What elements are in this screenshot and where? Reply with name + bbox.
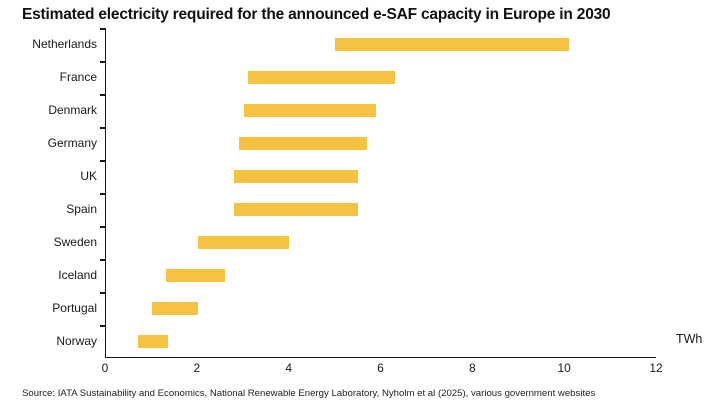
y-axis-tick — [100, 61, 106, 63]
y-axis-tick — [100, 160, 106, 162]
y-axis-tick — [100, 193, 106, 195]
plot-area — [100, 28, 656, 358]
range-bar-denmark — [243, 104, 377, 117]
category-label-france: France — [59, 70, 97, 84]
bar-row — [106, 94, 656, 127]
range-bar-norway — [138, 335, 168, 348]
x-axis-labels: 0 2 4 6 8 10 12 — [101, 361, 663, 379]
category-label-portugal: Portugal — [52, 301, 97, 315]
bar-row — [106, 61, 656, 94]
bar-row — [106, 160, 656, 193]
bar-row — [106, 292, 656, 325]
y-axis-tick — [100, 127, 106, 129]
category-label-norway: Norway — [56, 334, 97, 348]
bar-row — [106, 127, 656, 160]
bar-row — [106, 325, 656, 358]
range-bar-iceland — [165, 269, 226, 282]
range-bar-france — [248, 71, 395, 84]
y-axis-tick — [100, 259, 106, 261]
category-label-iceland: Iceland — [58, 268, 97, 282]
range-bar-uk — [234, 170, 359, 183]
chart-title: Estimated electricity required for the a… — [22, 6, 611, 23]
range-bar-germany — [238, 137, 368, 150]
x-tick-label-8: 8 — [468, 361, 476, 375]
category-label-spain: Spain — [66, 202, 97, 216]
bar-row — [106, 193, 656, 226]
source-attribution: Source: IATA Sustainability and Economic… — [22, 388, 596, 399]
y-axis-labels: Netherlands France Denmark Germany UK Spain Sw… — [0, 28, 97, 358]
x-tick-label-4: 4 — [285, 361, 292, 375]
range-bar-sweden — [197, 236, 290, 249]
x-axis-unit-label: TWh — [676, 332, 703, 346]
y-axis-tick — [100, 292, 106, 294]
category-label-denmark: Denmark — [48, 103, 97, 117]
x-tick-label-10: 10 — [557, 361, 571, 375]
bar-row — [106, 28, 656, 61]
range-bar-portugal — [151, 302, 198, 315]
category-label-sweden: Sweden — [53, 235, 97, 249]
category-label-netherlands: Netherlands — [32, 37, 97, 51]
x-tick-label-2: 2 — [193, 361, 201, 375]
bar-row — [106, 259, 656, 292]
x-tick-label-0: 0 — [101, 361, 109, 375]
y-axis-tick — [100, 28, 106, 30]
category-label-uk: UK — [80, 169, 97, 183]
y-axis-tick — [100, 226, 106, 228]
x-tick-label-12: 12 — [649, 361, 663, 375]
y-axis-tick — [100, 94, 106, 96]
category-label-germany: Germany — [47, 136, 97, 150]
y-axis-tick — [100, 325, 106, 327]
range-bar-spain — [234, 203, 359, 216]
x-tick-label-6: 6 — [377, 361, 384, 375]
bar-row — [106, 226, 656, 259]
range-bar-netherlands — [335, 38, 569, 51]
